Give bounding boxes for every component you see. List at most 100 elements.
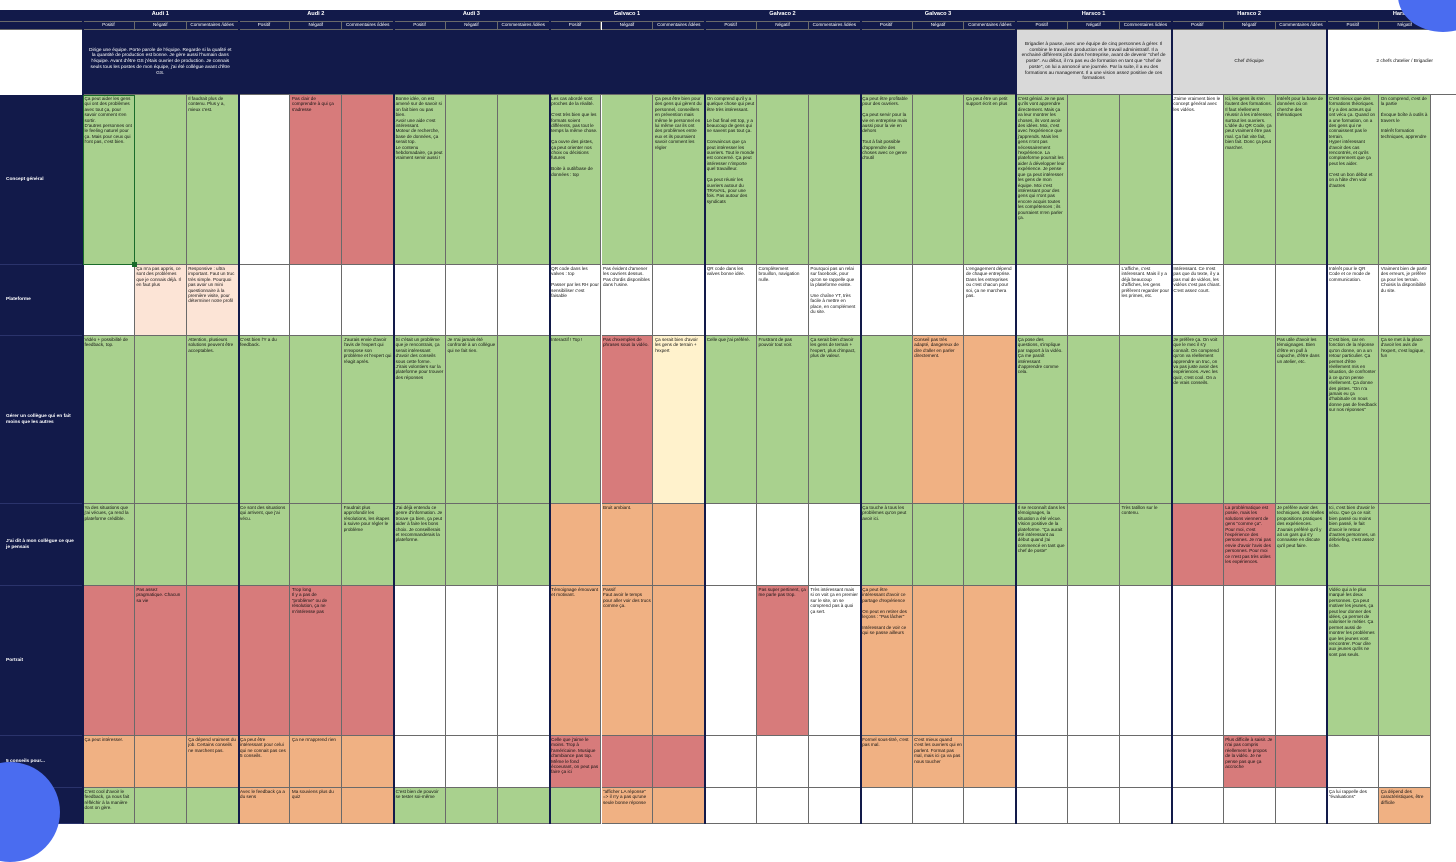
data-cell[interactable] [342, 586, 395, 736]
data-cell[interactable] [1068, 504, 1120, 586]
data-cell[interactable] [1120, 586, 1172, 736]
data-cell[interactable]: Frustrant de pas pouvoir tout voir. [757, 336, 809, 504]
data-cell[interactable]: Faudrait plus approfondir les résolution… [342, 504, 395, 586]
data-cell[interactable]: Ça pose des questions, s'implique par ra… [1016, 336, 1069, 504]
data-cell[interactable]: C'est mieux quand c'est les ouvriers qui… [912, 736, 965, 788]
column-sublabel[interactable]: Commentaires /idées [497, 22, 550, 30]
data-cell[interactable]: Très tatillon sur le contenu. [1120, 504, 1172, 586]
data-cell[interactable] [1223, 788, 1276, 824]
data-cell[interactable] [601, 736, 654, 788]
data-cell[interactable]: L'engagement dépend de chaque entreprise… [964, 265, 1017, 336]
data-cell[interactable] [912, 504, 965, 586]
data-cell[interactable] [290, 336, 343, 504]
data-cell[interactable] [1068, 95, 1120, 265]
data-cell[interactable] [342, 95, 395, 265]
data-cell[interactable] [1016, 586, 1069, 736]
data-cell[interactable] [860, 788, 913, 824]
data-cell[interactable] [342, 788, 395, 824]
data-cell[interactable] [1171, 504, 1224, 586]
data-cell[interactable] [653, 736, 706, 788]
data-cell[interactable]: Je n'ai jamais été confronté à un collèg… [445, 336, 498, 504]
column-sublabel[interactable]: Positif [1016, 22, 1069, 30]
data-cell[interactable]: Plus difficile à saisir. Je n'ai pas com… [1223, 736, 1276, 788]
data-cell[interactable] [912, 95, 965, 265]
data-cell[interactable] [1120, 336, 1172, 504]
data-cell[interactable] [394, 586, 446, 736]
data-cell[interactable] [497, 736, 550, 788]
column-sublabel[interactable]: Commentaires /idées [808, 22, 861, 30]
data-cell[interactable] [1068, 788, 1120, 824]
data-cell[interactable]: QR code dans les valves bonne idée. [705, 265, 758, 336]
company-header[interactable]: Audi 3 [394, 10, 550, 22]
data-cell[interactable] [445, 586, 498, 736]
column-sublabel[interactable]: Positif [238, 22, 291, 30]
data-cell[interactable] [445, 95, 498, 265]
data-cell[interactable] [757, 504, 809, 586]
row-label[interactable]: Concept général [0, 95, 83, 265]
data-cell[interactable]: Ce sont des situations qui arrivent, que… [238, 504, 291, 586]
company-description[interactable] [238, 30, 395, 95]
column-sublabel[interactable]: Positif [705, 22, 758, 30]
column-sublabel[interactable]: Commentaires /idées [186, 22, 239, 30]
company-description[interactable]: 2 chefs d'atelier / Brigadier [1327, 30, 1456, 95]
data-cell[interactable] [705, 586, 758, 736]
data-cell[interactable]: Ici, les gens ils s'en foutent des forma… [1223, 95, 1276, 265]
data-cell[interactable] [342, 265, 395, 336]
data-cell[interactable] [757, 788, 809, 824]
column-sublabel[interactable]: Commentaires /idées [342, 22, 395, 30]
data-cell[interactable]: Ma souviens plus du quiz [290, 788, 343, 824]
data-cell[interactable]: Ça peut être profitable pour des ouvrier… [860, 95, 913, 265]
data-cell[interactable] [1171, 586, 1224, 736]
data-cell[interactable] [1068, 736, 1120, 788]
data-cell[interactable] [912, 586, 965, 736]
company-description[interactable] [705, 30, 861, 95]
data-cell[interactable] [705, 788, 758, 824]
column-sublabel[interactable]: Positif [1171, 22, 1224, 30]
data-cell[interactable] [1016, 265, 1069, 336]
data-cell[interactable]: Ça m'a pas appris, ce sont des problèmes… [134, 265, 187, 336]
company-description[interactable] [549, 30, 706, 95]
data-cell[interactable]: Responsive : ultra important. Faut un tr… [186, 265, 239, 336]
data-cell[interactable]: Ça dépend des caractéristiques, être dif… [1379, 788, 1432, 824]
data-cell[interactable] [1275, 736, 1328, 788]
row-label[interactable]: J'ai dit à mon collègue ce que je pensai… [0, 504, 83, 586]
data-cell[interactable]: Ça se met à la place d'avoir les avis de… [1379, 336, 1432, 504]
data-cell[interactable] [497, 504, 550, 586]
column-sublabel[interactable]: Commentaires /idées [1275, 22, 1328, 30]
data-cell[interactable] [653, 586, 706, 736]
data-cell[interactable]: C'est génial. Je ne pas qu'ils vont appr… [1016, 95, 1069, 265]
data-cell[interactable] [964, 336, 1017, 504]
data-cell[interactable]: Formel sous-titré, c'est pas mal. [860, 736, 913, 788]
data-cell[interactable] [497, 586, 550, 736]
data-cell[interactable] [1120, 95, 1172, 265]
data-cell[interactable] [1120, 736, 1172, 788]
data-cell[interactable] [808, 736, 861, 788]
column-sublabel[interactable]: Positif [394, 22, 446, 30]
data-cell[interactable] [1171, 788, 1224, 824]
data-cell[interactable]: Pas clair de comprendre à qui ça s'adres… [290, 95, 343, 265]
data-cell[interactable]: Bonne idée, on est amené sur de savoir s… [394, 95, 446, 265]
data-cell[interactable] [238, 95, 291, 265]
company-header[interactable]: Galvaco 2 [705, 10, 861, 22]
company-description[interactable] [860, 30, 1017, 95]
data-cell[interactable] [1223, 586, 1276, 736]
data-cell[interactable]: Ici, c'est bien d'avoir le vécu. Que ça … [1327, 504, 1380, 586]
selected-cell-outline[interactable] [83, 95, 137, 267]
data-cell[interactable]: La problématique est posée, mais les sol… [1223, 504, 1276, 586]
company-description[interactable]: Chef d'équipe [1171, 30, 1328, 95]
data-cell[interactable] [134, 788, 187, 824]
data-cell[interactable]: J'aime vraiment bien le concept général … [1171, 95, 1224, 265]
data-cell[interactable] [445, 265, 498, 336]
data-cell[interactable] [808, 504, 861, 586]
data-cell[interactable] [757, 95, 809, 265]
data-cell[interactable]: Avec le feedback ça a du sens [238, 788, 291, 824]
data-cell[interactable] [290, 265, 343, 336]
column-sublabel[interactable]: Négatif [601, 22, 654, 30]
data-cell[interactable] [394, 736, 446, 788]
company-header[interactable]: Audi 1 [83, 10, 239, 22]
data-cell[interactable]: Pas assez pragmatique. Chacun sa vie [134, 586, 187, 736]
data-cell[interactable]: Ça peut être intéressant pour celui qui … [238, 736, 291, 788]
data-cell[interactable] [134, 504, 187, 586]
data-cell[interactable] [186, 788, 239, 824]
data-cell[interactable]: C'est bien l'Y a du feedback. [238, 336, 291, 504]
